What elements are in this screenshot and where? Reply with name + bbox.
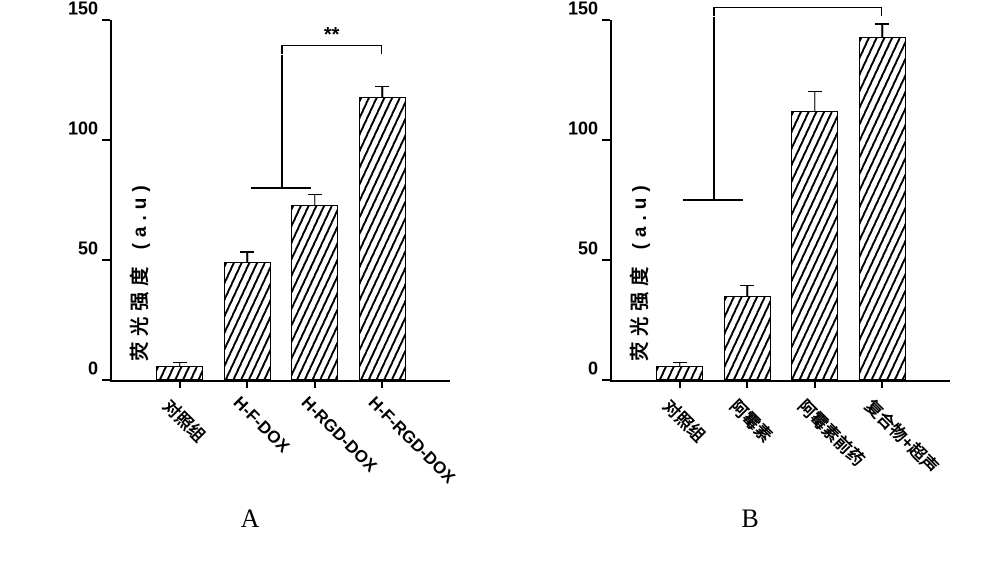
y-tick bbox=[102, 19, 110, 21]
panel-A: 荧光强度 (a.u) 050100150 对照组H-F-DOXH-RGD-DOX… bbox=[30, 10, 470, 530]
y-tick-label: 150 bbox=[538, 0, 598, 20]
bar bbox=[656, 366, 703, 380]
y-tick bbox=[602, 379, 610, 381]
x-tick bbox=[814, 380, 816, 388]
y-tick-label: 50 bbox=[538, 239, 598, 260]
y-tick-label: 100 bbox=[538, 119, 598, 140]
panel-B: 荧光强度 (a.u) 050100150 对照组阿霉素阿霉素前药复合物+超声**… bbox=[530, 10, 970, 530]
x-tick-label: 对照组 bbox=[158, 393, 212, 447]
y-tick bbox=[102, 379, 110, 381]
error-cap bbox=[240, 251, 254, 253]
error-cap bbox=[173, 362, 187, 364]
x-tick bbox=[246, 380, 248, 388]
y-tick-label: 100 bbox=[38, 119, 98, 140]
x-tick-label: 复合物+超声 bbox=[861, 393, 946, 478]
error-cap bbox=[808, 91, 822, 93]
y-tick-label: 0 bbox=[38, 359, 98, 380]
error-bar bbox=[679, 363, 681, 365]
plot-area-A: 对照组H-F-DOXH-RGD-DOXH-F-RGD-DOX** bbox=[110, 20, 450, 382]
x-tick-label: H-F-DOX bbox=[229, 393, 293, 457]
error-bar bbox=[882, 25, 884, 37]
x-tick bbox=[381, 380, 383, 388]
x-tick bbox=[679, 380, 681, 388]
panel-label-B: B bbox=[741, 504, 758, 534]
significance-bracket: ** bbox=[713, 7, 882, 18]
error-cap bbox=[308, 194, 322, 196]
plot-area-B: 对照组阿霉素阿霉素前药复合物+超声** bbox=[610, 20, 950, 382]
x-tick-label: 对照组 bbox=[658, 393, 712, 447]
significance-stars: ** bbox=[324, 24, 340, 47]
bar bbox=[224, 262, 271, 380]
bar bbox=[859, 37, 906, 380]
x-tick-label: 阿霉素前药 bbox=[793, 393, 871, 471]
bars-B bbox=[612, 20, 950, 380]
bar bbox=[291, 205, 338, 380]
page: 荧光强度 (a.u) 050100150 对照组H-F-DOXH-RGD-DOX… bbox=[0, 0, 1000, 561]
y-tick-label: 150 bbox=[38, 0, 98, 20]
bar bbox=[156, 366, 203, 380]
bar bbox=[359, 97, 406, 380]
y-tick-label: 0 bbox=[538, 359, 598, 380]
y-tick bbox=[102, 139, 110, 141]
error-bar bbox=[382, 87, 384, 97]
error-bar bbox=[746, 286, 748, 296]
y-tick bbox=[602, 19, 610, 21]
y-tick bbox=[102, 259, 110, 261]
error-cap bbox=[740, 285, 754, 287]
panel-label-A: A bbox=[241, 504, 260, 534]
error-bar bbox=[246, 253, 248, 263]
error-cap bbox=[673, 362, 687, 364]
error-bar bbox=[314, 195, 316, 205]
y-tick-label: 50 bbox=[38, 239, 98, 260]
x-tick-label: 阿霉素 bbox=[726, 393, 780, 447]
y-tick bbox=[602, 259, 610, 261]
error-cap bbox=[375, 86, 389, 88]
x-tick-label: H-F-RGD-DOX bbox=[364, 393, 459, 488]
error-bar bbox=[814, 92, 816, 111]
x-tick bbox=[179, 380, 181, 388]
x-tick bbox=[881, 380, 883, 388]
bar bbox=[791, 111, 838, 380]
y-tick bbox=[602, 139, 610, 141]
y-axis-ticks-B: 050100150 bbox=[530, 20, 610, 380]
y-axis-ticks-A: 050100150 bbox=[30, 20, 110, 380]
error-bar bbox=[179, 363, 181, 365]
significance-bracket: ** bbox=[281, 45, 382, 56]
x-tick bbox=[314, 380, 316, 388]
x-tick bbox=[746, 380, 748, 388]
significance-stars: ** bbox=[790, 0, 806, 9]
error-cap bbox=[875, 23, 889, 25]
bar bbox=[724, 296, 771, 380]
